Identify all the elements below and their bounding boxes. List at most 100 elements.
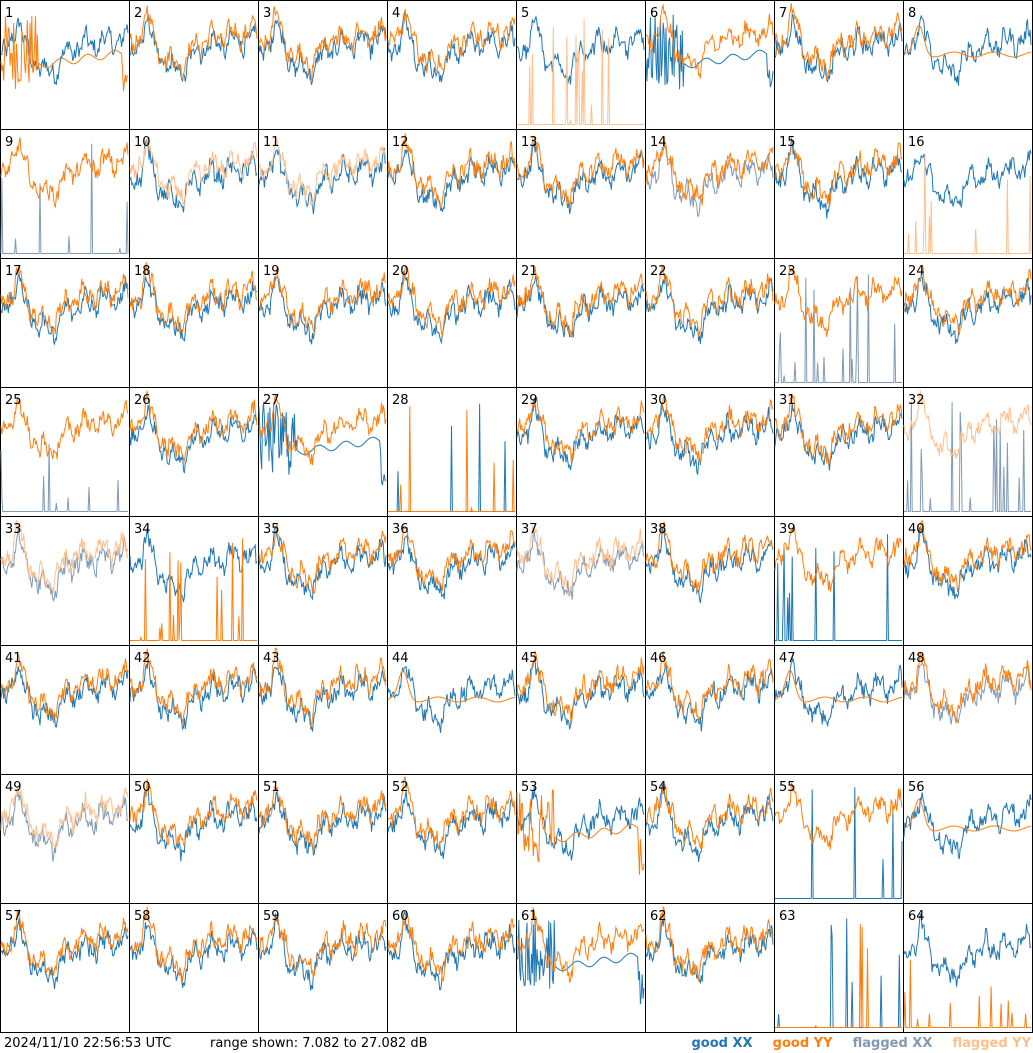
- antenna-panel-55: 55: [774, 774, 904, 904]
- antenna-panel-19: 19: [258, 258, 388, 388]
- series-yy-line: [645, 3, 774, 79]
- panel-label: 46: [650, 651, 667, 666]
- series-yy-line: [258, 647, 387, 729]
- series-yy-line: [516, 526, 645, 597]
- antenna-panel-46: 46: [645, 645, 775, 775]
- antenna-panel-11: 11: [258, 129, 388, 259]
- panel-label: 23: [779, 264, 796, 279]
- series-yy-line: [903, 264, 1032, 336]
- series-yy-line: [0, 786, 129, 849]
- series-xx-line: [129, 528, 258, 603]
- antenna-panel-16: 16: [903, 129, 1033, 259]
- series-yy-line: [387, 265, 516, 338]
- series-yy-line: [130, 538, 257, 641]
- panel-label: 41: [5, 651, 22, 666]
- panel-label: 6: [650, 6, 658, 21]
- antenna-panel-31: 31: [774, 387, 904, 517]
- antenna-panel-14: 14: [645, 129, 775, 259]
- series-yy-line: [0, 909, 129, 976]
- panel-frame: [258, 0, 388, 130]
- series-yy-line: [129, 648, 258, 723]
- series-yy-line: [774, 782, 903, 850]
- antenna-panel-38: 38: [645, 516, 775, 646]
- panel-frame: [129, 516, 259, 646]
- series-xx-line: [0, 526, 129, 603]
- series-xx-line: [129, 922, 258, 988]
- antenna-panel-54: 54: [645, 774, 775, 904]
- series-xx-line: [258, 666, 387, 732]
- antenna-panel-10: 10: [129, 129, 259, 259]
- antenna-panel-52: 52: [387, 774, 517, 904]
- antenna-panel-5: 5: [516, 0, 646, 130]
- antenna-panel-37: 37: [516, 516, 646, 646]
- antenna-panel-4: 4: [387, 0, 517, 130]
- series-xx-line: [516, 141, 645, 214]
- series-yy-line: [258, 917, 387, 980]
- series-yy-line: [516, 135, 645, 207]
- antenna-panel-63: 63: [774, 903, 904, 1033]
- series-xx-line: [775, 787, 903, 899]
- series-xx-line: [387, 534, 516, 600]
- series-xx-line: [129, 657, 258, 731]
- panel-label: 36: [392, 522, 409, 537]
- panel-label: 37: [521, 522, 538, 537]
- panel-frame: [903, 903, 1033, 1033]
- series-xx-line: [387, 791, 516, 860]
- series-yy-line: [388, 406, 515, 512]
- series-xx-line: [645, 916, 774, 984]
- panel-label: 45: [521, 651, 538, 666]
- antenna-panel-42: 42: [129, 645, 259, 775]
- panel-label: 62: [650, 909, 667, 924]
- series-yy-line: [0, 15, 129, 92]
- series-yy-line: [129, 778, 258, 846]
- series-xx-line: [0, 666, 129, 728]
- antenna-panel-61: 61: [516, 903, 646, 1033]
- series-yy-line: [774, 524, 903, 592]
- panel-label: 34: [134, 522, 151, 537]
- series-yy-line: [258, 523, 387, 594]
- panel-label: 21: [521, 264, 538, 279]
- antenna-panel-43: 43: [258, 645, 388, 775]
- panel-frame: [258, 516, 388, 646]
- series-xx-line: [516, 786, 645, 861]
- panel-label: 55: [779, 780, 796, 795]
- series-yy-line: [258, 266, 387, 334]
- panel-frame: [258, 903, 388, 1033]
- antenna-panel-56: 56: [903, 774, 1033, 904]
- antenna-panel-20: 20: [387, 258, 517, 388]
- series-yy-line: [516, 789, 645, 875]
- series-xx-line: [0, 443, 128, 512]
- panel-frame: [516, 129, 646, 259]
- series-xx-line: [516, 530, 645, 600]
- panel-label: 35: [263, 522, 280, 537]
- panel-label: 5: [521, 6, 529, 21]
- panel-label: 16: [908, 135, 925, 150]
- antenna-panel-51: 51: [258, 774, 388, 904]
- antenna-panel-30: 30: [645, 387, 775, 517]
- series-xx-line: [774, 13, 903, 83]
- antenna-panel-29: 29: [516, 387, 646, 517]
- antenna-panel-12: 12: [387, 129, 517, 259]
- panel-label: 4: [392, 6, 400, 21]
- antenna-panel-3: 3: [258, 0, 388, 130]
- series-yy-line: [903, 24, 1032, 58]
- panel-label: 59: [263, 909, 280, 924]
- series-xx-line: [129, 276, 258, 342]
- panel-label: 27: [263, 393, 280, 408]
- panel-label: 53: [521, 780, 538, 795]
- panel-label: 61: [521, 909, 538, 924]
- series-yy-line: [645, 521, 774, 592]
- panel-label: 49: [5, 780, 22, 795]
- series-yy-line: [775, 923, 902, 1028]
- panel-frame: [774, 645, 904, 775]
- series-yy-line: [645, 783, 774, 850]
- antenna-panel-15: 15: [774, 129, 904, 259]
- series-yy-line: [516, 266, 645, 338]
- series-yy-line: [516, 394, 645, 463]
- panel-label: 52: [392, 780, 409, 795]
- series-xx-line: [387, 148, 516, 213]
- series-yy-line: [645, 393, 774, 464]
- antenna-panel-41: 41: [0, 645, 130, 775]
- panel-label: 56: [908, 780, 925, 795]
